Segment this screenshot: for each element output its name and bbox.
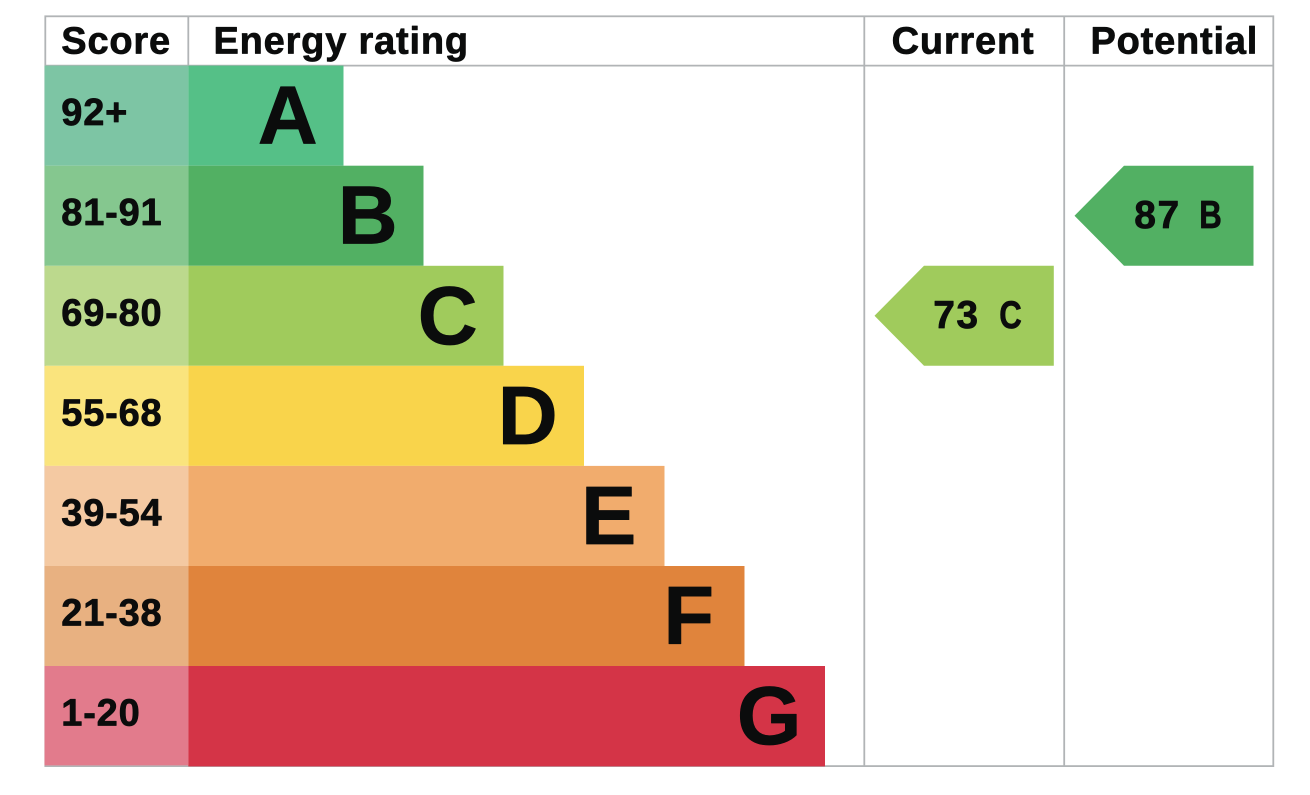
svg-text:39-54: 39-54 xyxy=(61,492,162,534)
svg-text:B: B xyxy=(1199,194,1222,237)
svg-text:C: C xyxy=(418,269,478,362)
svg-text:73: 73 xyxy=(933,294,979,337)
svg-text:C: C xyxy=(999,294,1022,337)
svg-text:G: G xyxy=(737,669,802,762)
svg-text:Potential: Potential xyxy=(1090,21,1258,63)
svg-text:Score: Score xyxy=(61,21,171,63)
svg-text:Current: Current xyxy=(892,21,1035,63)
svg-text:69-80: 69-80 xyxy=(61,292,162,334)
svg-text:B: B xyxy=(338,169,398,262)
svg-text:21-38: 21-38 xyxy=(61,593,162,635)
svg-text:81-91: 81-91 xyxy=(61,192,162,234)
svg-text:A: A xyxy=(258,69,318,162)
svg-text:Energy rating: Energy rating xyxy=(214,21,469,63)
svg-text:1-20: 1-20 xyxy=(61,693,140,735)
svg-text:55-68: 55-68 xyxy=(61,392,162,434)
svg-text:E: E xyxy=(581,469,636,562)
svg-text:87: 87 xyxy=(1134,194,1180,237)
svg-text:D: D xyxy=(498,369,558,462)
svg-text:92+: 92+ xyxy=(61,92,128,134)
svg-text:F: F xyxy=(663,569,714,662)
